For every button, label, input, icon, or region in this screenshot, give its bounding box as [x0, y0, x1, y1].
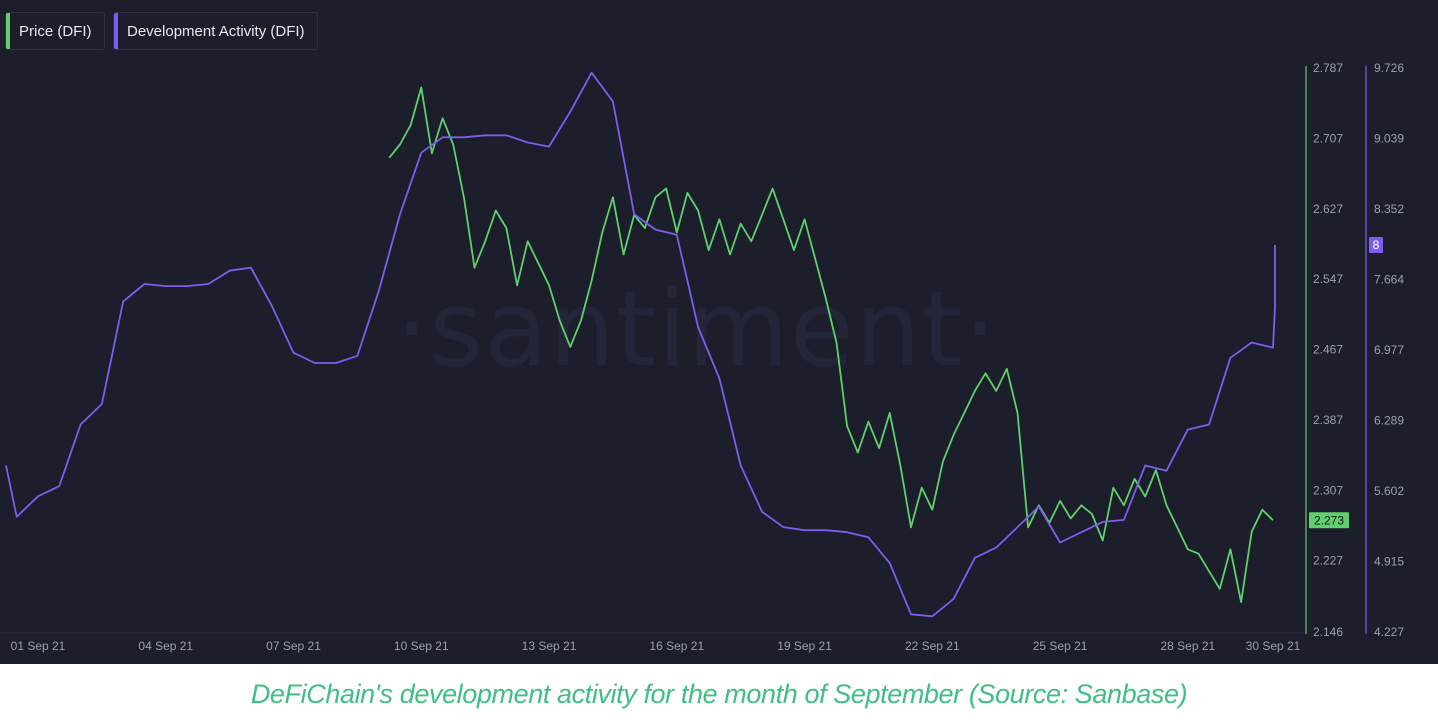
price-tick-label: 2.547 [1313, 272, 1343, 286]
current-price-value: 2.273 [1314, 513, 1344, 527]
santiment-watermark: ·santiment· [395, 268, 998, 390]
x-tick-label: 28 Sep 21 [1160, 639, 1215, 653]
price-series-line [388, 86, 1274, 603]
price-tick-label: 2.387 [1313, 413, 1343, 427]
dev-tick-label: 6.289 [1374, 414, 1404, 428]
x-tick-label: 30 Sep 21 [1246, 639, 1301, 653]
x-tick-label: 13 Sep 21 [522, 639, 577, 653]
x-tick-label: 25 Sep 21 [1033, 639, 1088, 653]
price-tick-label: 2.227 [1313, 554, 1343, 568]
figure-caption: DeFiChain's development activity for the… [250, 679, 1188, 709]
price-tick-label: 2.467 [1313, 343, 1343, 357]
legend-dev-activity[interactable]: Development Activity (DFI) [113, 12, 318, 50]
dev-tick-label: 7.664 [1374, 272, 1404, 286]
x-tick-label: 04 Sep 21 [138, 639, 193, 653]
x-tick-label: 16 Sep 21 [649, 639, 704, 653]
dev-tick-label: 9.039 [1374, 131, 1404, 145]
x-tick-label: 19 Sep 21 [777, 639, 832, 653]
line-chart[interactable]: 2.787 2.707 2.627 2.547 2.467 2.387 2.307 2.227… [0, 0, 1438, 664]
price-tick-label: 2.307 [1313, 483, 1343, 497]
price-tick-label: 2.627 [1313, 202, 1343, 216]
dev-tick-label: 6.977 [1374, 343, 1404, 357]
price-tick-label: 2.707 [1313, 131, 1343, 145]
dev-tick-label: 9.726 [1374, 61, 1404, 75]
dev-tick-label: 5.602 [1374, 484, 1404, 498]
price-swatch [6, 13, 10, 49]
x-tick-label: 07 Sep 21 [266, 639, 321, 653]
dev-activity-series-line [5, 71, 1276, 618]
current-price-badge [1309, 512, 1349, 529]
x-tick-label: 10 Sep 21 [394, 639, 449, 653]
legend-price-label: Price (DFI) [19, 22, 92, 40]
price-tick-label: 2.787 [1313, 61, 1343, 75]
dev-tick-label: 4.227 [1374, 625, 1404, 639]
x-tick-label: 22 Sep 21 [905, 639, 960, 653]
x-tick-label: 01 Sep 21 [11, 639, 66, 653]
current-dev-value: 8 [1373, 238, 1380, 252]
current-dev-badge [1369, 237, 1383, 254]
dev-tick-label: 8.352 [1374, 202, 1404, 216]
price-tick-label: 2.146 [1313, 625, 1343, 639]
dev-tick-label: 4.915 [1374, 554, 1404, 568]
dev-swatch [114, 13, 118, 49]
chart-panel: ·santiment· 2.787 2.707 2.627 2.547 2.467 2.3… [0, 0, 1438, 664]
legend-price[interactable]: Price (DFI) [5, 12, 105, 50]
legend-dev-label: Development Activity (DFI) [127, 22, 305, 40]
